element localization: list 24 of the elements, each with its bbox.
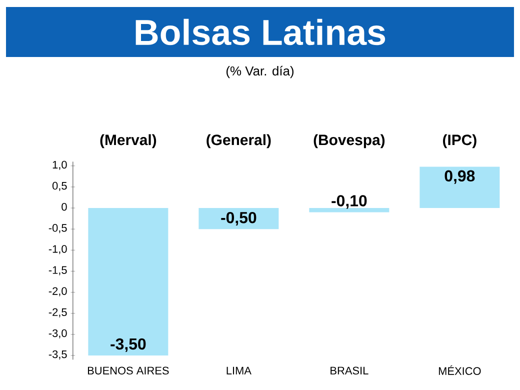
y-tick-label: -1,5 bbox=[48, 266, 67, 276]
text: (Bovespa) bbox=[314, 134, 385, 148]
x-tick-label: BRASIL bbox=[330, 366, 368, 374]
y-tick-label: 1,0 bbox=[52, 160, 67, 170]
y-tick-label: -0,5 bbox=[48, 224, 67, 234]
data-label: 0,98 bbox=[444, 170, 475, 184]
chart-subtitle: (% Var. día) bbox=[226, 66, 294, 78]
y-tick-label: 0,5 bbox=[52, 182, 67, 191]
y-tick-label: -2,5 bbox=[48, 308, 67, 318]
y-tick-label: 0 bbox=[62, 202, 67, 211]
data-label: -3,50 bbox=[110, 338, 146, 352]
x-tick-label: BUENOS AIRES bbox=[88, 366, 169, 374]
x-tick-label: MÉXICO bbox=[438, 365, 481, 375]
text: (IPC) bbox=[443, 134, 476, 148]
y-tick-label: -1,0 bbox=[48, 245, 67, 254]
chart-title: Bolsas Latinas bbox=[136, 18, 386, 46]
data-label: -0,50 bbox=[221, 212, 256, 226]
data-label: -0,10 bbox=[332, 195, 367, 209]
text: (General) bbox=[206, 134, 271, 148]
y-tick-label: -3,5 bbox=[48, 350, 67, 360]
y-tick-label: -2,0 bbox=[48, 287, 67, 296]
x-tick-label: LIMA bbox=[226, 366, 252, 374]
text: (Merval) bbox=[100, 134, 156, 148]
y-tick-label: -3,0 bbox=[48, 329, 67, 338]
